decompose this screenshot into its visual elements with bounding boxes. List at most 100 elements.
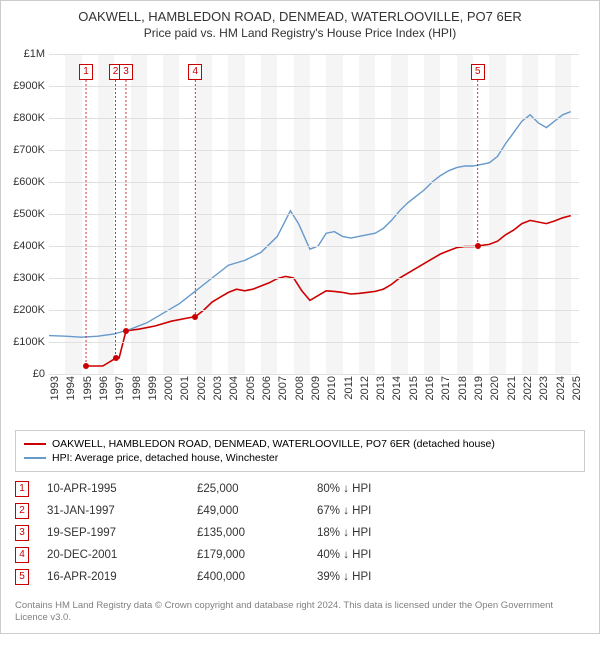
sale-point [113, 355, 119, 361]
chart-subtitle: Price paid vs. HM Land Registry's House … [11, 26, 589, 40]
y-axis-label: £0 [1, 368, 45, 380]
y-axis-label: £400K [1, 240, 45, 252]
sales-row-marker: 5 [15, 569, 29, 585]
sales-date: 16-APR-2019 [47, 571, 197, 583]
sale-marker: 5 [471, 64, 485, 80]
y-axis-label: £100K [1, 336, 45, 348]
sale-marker: 1 [79, 64, 93, 80]
x-axis-label: 2013 [375, 376, 387, 416]
sales-row: 4 20-DEC-2001£179,00040% ↓ HPI [15, 544, 585, 566]
sales-row: 2 31-JAN-1997£49,00067% ↓ HPI [15, 500, 585, 522]
sales-table: 1 10-APR-1995£25,00080% ↓ HPI 2 31-JAN-1997… [15, 478, 585, 588]
x-axis-label: 2024 [555, 376, 567, 416]
x-axis-label: 1996 [98, 376, 110, 416]
x-axis-label: 2012 [359, 376, 371, 416]
sales-row-marker: 2 [15, 503, 29, 519]
sales-price: £400,000 [197, 571, 317, 583]
gridline-horizontal [49, 118, 579, 119]
sales-price: £49,000 [197, 505, 317, 517]
x-axis-label: 2010 [326, 376, 338, 416]
x-axis-label: 2014 [391, 376, 403, 416]
x-axis-label: 1994 [65, 376, 77, 416]
x-axis-label: 2011 [343, 376, 355, 416]
x-axis-label: 2016 [424, 376, 436, 416]
x-axis-label: 2015 [408, 376, 420, 416]
sales-row-marker: 1 [15, 481, 29, 497]
gridline-horizontal [49, 310, 579, 311]
x-axis-label: 2021 [506, 376, 518, 416]
series-hpi [49, 112, 571, 338]
sales-price: £135,000 [197, 527, 317, 539]
gridline-horizontal [49, 246, 579, 247]
legend-item: HPI: Average price, detached house, Winc… [24, 451, 576, 465]
x-axis-label: 2009 [310, 376, 322, 416]
x-axis-label: 2007 [277, 376, 289, 416]
x-axis-label: 2022 [522, 376, 534, 416]
sales-price: £179,000 [197, 549, 317, 561]
gridline-horizontal [49, 182, 579, 183]
sales-price: £25,000 [197, 483, 317, 495]
x-axis-label: 2005 [245, 376, 257, 416]
y-axis-label: £500K [1, 208, 45, 220]
legend: OAKWELL, HAMBLEDON ROAD, DENMEAD, WATERL… [15, 430, 585, 472]
gridline-horizontal [49, 150, 579, 151]
sales-date: 10-APR-1995 [47, 483, 197, 495]
series-property [87, 216, 571, 366]
sales-diff: 39% ↓ HPI [317, 571, 437, 583]
x-axis-label: 2008 [294, 376, 306, 416]
y-axis-label: £200K [1, 304, 45, 316]
x-axis-label: 2020 [489, 376, 501, 416]
gridline-horizontal [49, 342, 579, 343]
footnote: Contains HM Land Registry data © Crown c… [1, 596, 599, 633]
sales-date: 19-SEP-1997 [47, 527, 197, 539]
gridline-horizontal [49, 54, 579, 55]
x-axis-label: 2023 [538, 376, 550, 416]
y-axis-label: £300K [1, 272, 45, 284]
legend-item: OAKWELL, HAMBLEDON ROAD, DENMEAD, WATERL… [24, 437, 576, 451]
y-axis-label: £900K [1, 80, 45, 92]
sales-diff: 40% ↓ HPI [317, 549, 437, 561]
sale-marker: 3 [119, 64, 133, 80]
sales-row-marker: 4 [15, 547, 29, 563]
x-axis-label: 2019 [473, 376, 485, 416]
chart-container: OAKWELL, HAMBLEDON ROAD, DENMEAD, WATERL… [0, 0, 600, 634]
sales-diff: 80% ↓ HPI [317, 483, 437, 495]
gridline-horizontal [49, 374, 579, 375]
x-axis-label: 1997 [114, 376, 126, 416]
sale-point [123, 328, 129, 334]
sales-row: 5 16-APR-2019£400,00039% ↓ HPI [15, 566, 585, 588]
x-axis-label: 2001 [179, 376, 191, 416]
sales-diff: 18% ↓ HPI [317, 527, 437, 539]
chart-area: £0£100K£200K£300K£400K£500K£600K£700K£80… [1, 44, 599, 424]
x-axis-label: 2002 [196, 376, 208, 416]
y-axis-label: £600K [1, 176, 45, 188]
x-axis-label: 1995 [82, 376, 94, 416]
x-axis-label: 1999 [147, 376, 159, 416]
y-axis-label: £800K [1, 112, 45, 124]
sales-row: 319-SEP-1997£135,00018% ↓ HPI [15, 522, 585, 544]
sale-marker: 4 [188, 64, 202, 80]
chart-title: OAKWELL, HAMBLEDON ROAD, DENMEAD, WATERL… [11, 9, 589, 24]
x-axis-label: 1998 [131, 376, 143, 416]
gridline-horizontal [49, 278, 579, 279]
sales-date: 20-DEC-2001 [47, 549, 197, 561]
sales-date: 31-JAN-1997 [47, 505, 197, 517]
gridline-horizontal [49, 214, 579, 215]
sales-row: 1 10-APR-1995£25,00080% ↓ HPI [15, 478, 585, 500]
legend-swatch [24, 457, 46, 459]
sale-point [83, 363, 89, 369]
x-axis-label: 2017 [440, 376, 452, 416]
title-block: OAKWELL, HAMBLEDON ROAD, DENMEAD, WATERL… [1, 1, 599, 44]
sales-diff: 67% ↓ HPI [317, 505, 437, 517]
legend-label: HPI: Average price, detached house, Winc… [52, 452, 278, 464]
x-axis-label: 2025 [571, 376, 583, 416]
legend-label: OAKWELL, HAMBLEDON ROAD, DENMEAD, WATERL… [52, 438, 495, 450]
x-axis-label: 2018 [457, 376, 469, 416]
x-axis-label: 2000 [163, 376, 175, 416]
x-axis-label: 2006 [261, 376, 273, 416]
legend-swatch [24, 443, 46, 445]
x-axis-label: 2004 [228, 376, 240, 416]
sale-point [192, 314, 198, 320]
x-axis-label: 1993 [49, 376, 61, 416]
y-axis-label: £1M [1, 48, 45, 60]
